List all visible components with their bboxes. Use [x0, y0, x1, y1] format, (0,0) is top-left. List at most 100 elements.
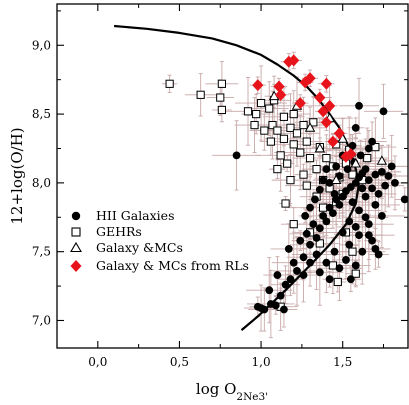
y-tick-label: 8,5: [32, 107, 51, 121]
hii-galaxy-point: [377, 212, 386, 220]
gehr-point: [309, 118, 318, 127]
galaxy-mcs-rl-point: [283, 55, 295, 68]
hii-galaxy-point: [351, 123, 360, 132]
hii-galaxy-point: [332, 162, 341, 171]
hii-galaxy-point: [232, 151, 241, 160]
galaxy-mcs-point: [304, 122, 316, 132]
gehr-point: [322, 154, 331, 163]
gehr-point: [217, 105, 226, 115]
gehr-point: [268, 120, 277, 130]
legend-label: GEHRs: [96, 224, 142, 239]
y-tick-label: 8,0: [32, 176, 51, 190]
hii-galaxy-point: [356, 151, 365, 160]
galaxy-mcs-rl-point: [345, 147, 357, 160]
hii-galaxy-point: [391, 178, 399, 187]
hii-galaxy-point: [387, 162, 396, 171]
hii-galaxy-point: [319, 176, 328, 185]
gehr-point: [305, 154, 315, 163]
hii-galaxy-point: [358, 247, 367, 256]
hii-galaxy-point: [265, 286, 274, 295]
hii-galaxy-point: [364, 176, 373, 185]
hii-galaxy-point: [280, 305, 288, 314]
y-axis-label: 12+log(O/H): [8, 127, 26, 224]
gehr-point: [302, 137, 311, 146]
hii-galaxy-point: [348, 141, 357, 150]
hii-galaxy-point: [381, 181, 390, 190]
gehr-point: [286, 123, 295, 132]
gehr-point: [296, 148, 305, 157]
hii-galaxy-point: [345, 240, 354, 249]
hii-galaxy-point: [289, 258, 298, 267]
hii-galaxy-point: [299, 253, 308, 262]
gehr-point: [292, 129, 302, 138]
gehr-point: [279, 134, 289, 143]
legend-item-galaxy-mcs: Galaxy &MCs: [70, 240, 183, 255]
y-tick-label: 7,5: [32, 245, 51, 259]
galaxy-mcs-rl-point: [294, 97, 306, 110]
hii-galaxy-point: [301, 212, 310, 220]
legend-item-galaxy-mcs-rls: Galaxy & MCs from RLs: [70, 258, 249, 273]
gehr-point: [319, 203, 328, 212]
hii-galaxy-point: [315, 224, 324, 233]
hii-galaxy-point: [368, 184, 376, 193]
galaxy-mcs-point: [350, 157, 362, 168]
x-tick-label: 0,0: [88, 355, 107, 369]
legend: HII Galaxies GEHRs Galaxy &MCs Galaxy & …: [70, 208, 249, 273]
hii-galaxy-point: [319, 212, 328, 220]
legend-filled-diamond-icon: [70, 260, 82, 272]
hii-galaxy-point: [345, 217, 354, 226]
gehr-point: [289, 109, 298, 119]
hii-galaxy-point: [346, 275, 355, 284]
galaxy-mcs-rl-point: [320, 77, 332, 90]
x-tick-label: 1,0: [252, 355, 271, 369]
hii-galaxy-point: [325, 275, 334, 284]
data-points: [165, 54, 408, 314]
gehr-point: [299, 170, 308, 179]
galaxy-mcs-rl-point: [324, 99, 336, 112]
hii-galaxy-point: [355, 206, 363, 215]
hii-galaxy-point: [361, 192, 370, 201]
gehr-point: [165, 79, 174, 88]
hii-galaxy-point: [312, 234, 321, 242]
hii-galaxy-point: [322, 258, 331, 267]
plot-frame: [56, 3, 409, 349]
hii-galaxy-point: [306, 240, 314, 249]
hii-galaxy-point: [299, 271, 308, 279]
galaxy-mcs-rl-point: [288, 54, 300, 67]
hii-galaxy-point: [296, 236, 305, 245]
hii-galaxy-point: [302, 229, 311, 238]
gehr-point: [216, 93, 225, 102]
hii-galaxy-point: [306, 258, 314, 267]
gehr-point: [217, 79, 226, 88]
hii-galaxy-point: [364, 144, 373, 153]
gehr-point: [348, 170, 357, 179]
galaxy-mcs-rl-point: [304, 72, 316, 85]
gehr-point: [299, 120, 308, 130]
hii-galaxy-point: [306, 203, 314, 212]
gehr-point: [363, 154, 372, 163]
hii-galaxy-point: [330, 189, 339, 198]
hii-galaxy-point: [315, 268, 324, 277]
gehr-point: [256, 98, 266, 108]
legend-open-square-icon: [71, 227, 81, 237]
hii-galaxy-point: [322, 165, 331, 174]
hii-galaxy-point: [348, 198, 357, 207]
legend-open-triangle-icon: [70, 241, 82, 253]
hii-galaxy-point: [343, 165, 352, 174]
gehr-point: [273, 126, 282, 135]
hii-galaxy-point: [379, 107, 388, 116]
x-tick-label: 1,5: [333, 355, 352, 369]
hii-galaxy-point: [361, 165, 370, 174]
gehr-point: [265, 104, 274, 113]
hii-galaxy-point: [364, 231, 373, 240]
x-tick-label: 0,5: [170, 355, 189, 369]
y-tick-label: 9,0: [32, 38, 51, 52]
hii-galaxy-point: [293, 267, 301, 275]
gehr-point: [312, 165, 321, 174]
hii-galaxy-point: [276, 291, 285, 300]
hii-galaxy-point: [311, 195, 319, 204]
galaxy-mcs-point: [376, 155, 388, 165]
galaxy-mcs-rl-point: [317, 105, 329, 118]
hii-galaxy-point: [260, 305, 269, 314]
